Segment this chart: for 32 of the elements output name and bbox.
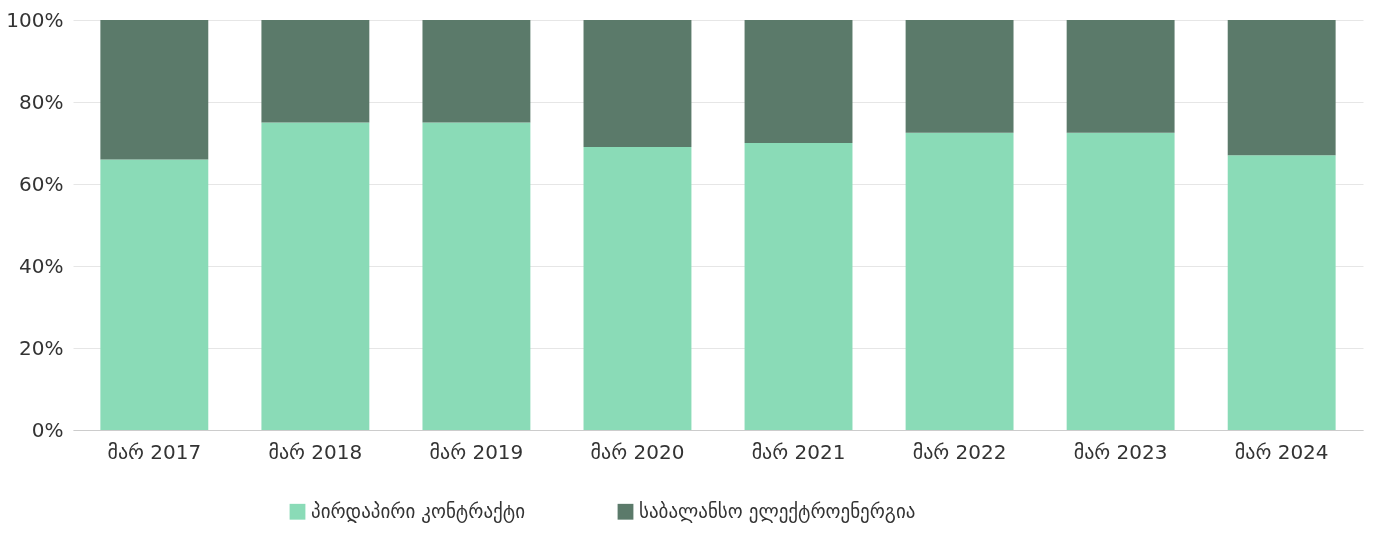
legend-label: პირდაპირი კონტრაქტი [311, 499, 526, 523]
bar [1066, 132, 1175, 430]
bar [261, 122, 370, 430]
y-tick-label: 80% [19, 89, 64, 114]
bar [1227, 155, 1336, 430]
bar [261, 20, 370, 123]
bar [583, 147, 692, 430]
y-tick-label: 0% [31, 417, 64, 442]
y-tick-label: 40% [19, 253, 64, 278]
y-tick-label: 20% [19, 335, 64, 360]
x-tick-label: მარ 2023 [1073, 439, 1168, 464]
bar [905, 132, 1014, 430]
x-tick-label: მარ 2022 [912, 439, 1007, 464]
bar [744, 143, 853, 430]
y-tick-label: 100% [6, 7, 64, 32]
bar [583, 20, 692, 148]
x-tick-label: მარ 2018 [268, 439, 363, 464]
y-tick-label: 60% [19, 171, 64, 196]
x-tick-label: მარ 2019 [429, 439, 524, 464]
x-tick-label: მარ 2017 [107, 439, 202, 464]
bar [422, 122, 531, 430]
bar [1066, 20, 1175, 133]
legend-label: საბალანსო ელექტროენერგია [639, 499, 916, 523]
bar [100, 159, 209, 430]
bar [905, 20, 1014, 133]
x-tick-label: მარ 2020 [590, 439, 685, 464]
bar [100, 20, 209, 160]
bar [1227, 20, 1336, 156]
x-tick-label: მარ 2021 [751, 439, 846, 464]
bar [744, 20, 853, 143]
x-tick-label: მარ 2024 [1234, 439, 1329, 464]
bar [422, 20, 531, 123]
